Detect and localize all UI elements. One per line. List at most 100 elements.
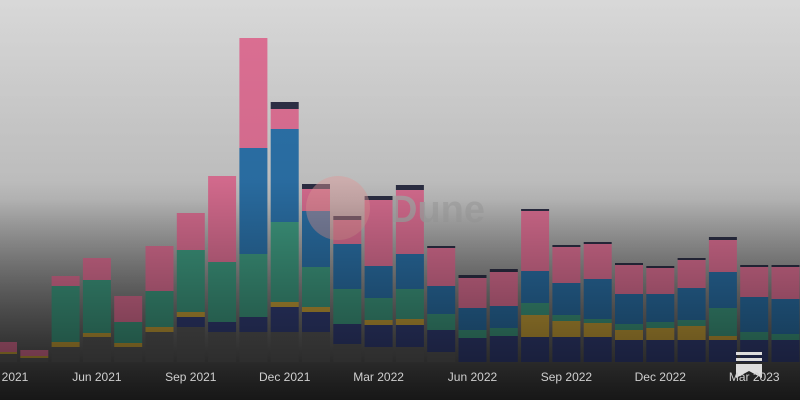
bar-segment bbox=[552, 321, 581, 337]
bar-segment bbox=[552, 337, 581, 362]
bar-segment bbox=[677, 258, 706, 260]
bar-segment bbox=[0, 342, 17, 352]
x-tick-label: Dec 2021 bbox=[259, 370, 311, 384]
bar-segment bbox=[583, 242, 612, 244]
bar-segment bbox=[552, 245, 581, 247]
bar-segment bbox=[333, 289, 362, 324]
bar-segment bbox=[395, 254, 424, 289]
bar-segment bbox=[521, 337, 550, 362]
bar-segment bbox=[427, 352, 456, 362]
bar-segment bbox=[364, 298, 393, 320]
bar-segment bbox=[427, 286, 456, 314]
bar-segment bbox=[239, 254, 268, 317]
bar-segment bbox=[458, 275, 487, 278]
bar-segment bbox=[646, 266, 675, 268]
bar-segment bbox=[51, 276, 80, 286]
bar-segment bbox=[708, 237, 737, 240]
bar-segment bbox=[239, 38, 268, 148]
bar-segment bbox=[302, 332, 330, 362]
bar-segment bbox=[302, 267, 330, 307]
bar-segment bbox=[82, 333, 111, 337]
bar-segment bbox=[51, 342, 80, 347]
bar-segment bbox=[646, 340, 675, 362]
x-tick-label: Mar 2021 bbox=[0, 370, 29, 384]
bar-segment bbox=[708, 308, 737, 336]
x-tick-label: Sep 2022 bbox=[541, 370, 593, 384]
bar-segment bbox=[583, 279, 612, 319]
bar-segment bbox=[333, 344, 362, 362]
watermark: Dune bbox=[390, 189, 485, 231]
bar-segment bbox=[270, 302, 299, 307]
bar-segment bbox=[51, 286, 80, 342]
bar-segment bbox=[458, 330, 487, 338]
bar-segment bbox=[771, 334, 800, 340]
x-tick-label: Jun 2021 bbox=[72, 370, 122, 384]
bar-segment bbox=[270, 222, 299, 302]
bar-segment bbox=[270, 307, 299, 332]
bar-segment bbox=[708, 340, 737, 362]
bar-segment bbox=[521, 315, 550, 337]
bar-segment bbox=[302, 312, 330, 332]
bar-segment bbox=[646, 322, 675, 328]
x-tick-label: Dec 2022 bbox=[635, 370, 687, 384]
bar-segment bbox=[615, 294, 643, 324]
bookmark-icon bbox=[736, 352, 762, 378]
bar-segment bbox=[615, 330, 643, 340]
bar-segment bbox=[552, 315, 581, 321]
bar-segment bbox=[615, 265, 643, 294]
bar-segment bbox=[489, 269, 518, 272]
bar-segment bbox=[208, 176, 237, 262]
bar-segment bbox=[82, 337, 111, 362]
bar-segment bbox=[364, 320, 393, 325]
bar-segment bbox=[677, 320, 706, 326]
bar-segment bbox=[176, 213, 205, 250]
bar-segment bbox=[239, 317, 268, 332]
bar-segment bbox=[114, 322, 143, 343]
bar-segment bbox=[145, 327, 174, 332]
bar-segment bbox=[677, 326, 706, 340]
bar-segment bbox=[270, 332, 299, 362]
bar-segment bbox=[583, 323, 612, 337]
bar-segment bbox=[364, 325, 393, 347]
bar-segment bbox=[458, 308, 487, 330]
bar-segment bbox=[615, 263, 643, 265]
bar-segment bbox=[270, 129, 299, 222]
bar-segment bbox=[708, 240, 737, 272]
bar-segment bbox=[615, 324, 643, 330]
bar-segment bbox=[270, 109, 299, 129]
bar-segment bbox=[740, 297, 769, 332]
bar-segment bbox=[395, 319, 424, 325]
bar-segment bbox=[114, 296, 143, 322]
x-tick-label: Mar 2022 bbox=[353, 370, 404, 384]
bar-segment bbox=[395, 347, 424, 362]
bar-segment bbox=[20, 358, 49, 362]
bar-segment bbox=[583, 244, 612, 279]
x-tick-label: Mar 2023 bbox=[729, 370, 780, 384]
bar-segment bbox=[677, 288, 706, 320]
bar-segment bbox=[771, 340, 800, 362]
bar-segment bbox=[145, 291, 174, 327]
bar-segment bbox=[51, 347, 80, 362]
bar-segment bbox=[176, 312, 205, 317]
bar-segment bbox=[333, 324, 362, 344]
logo-circle bbox=[306, 176, 370, 240]
bar-segment bbox=[114, 343, 143, 347]
bar-segment bbox=[176, 327, 205, 362]
bar-segment bbox=[677, 340, 706, 362]
bar-segment bbox=[239, 332, 268, 362]
bar-segment bbox=[521, 209, 550, 211]
bar-segment bbox=[458, 338, 487, 362]
x-tick-label: Sep 2021 bbox=[165, 370, 217, 384]
bar-segment bbox=[395, 325, 424, 347]
bar-segment bbox=[270, 102, 299, 109]
bar-segment bbox=[521, 303, 550, 315]
bar-segment bbox=[20, 350, 49, 356]
bar-segment bbox=[82, 280, 111, 333]
bar-segment bbox=[646, 328, 675, 340]
bar-segment bbox=[489, 328, 518, 336]
bar-segment bbox=[646, 294, 675, 322]
bar-segment bbox=[0, 354, 17, 362]
bar-segment bbox=[771, 299, 800, 334]
bar-segment bbox=[740, 332, 769, 340]
